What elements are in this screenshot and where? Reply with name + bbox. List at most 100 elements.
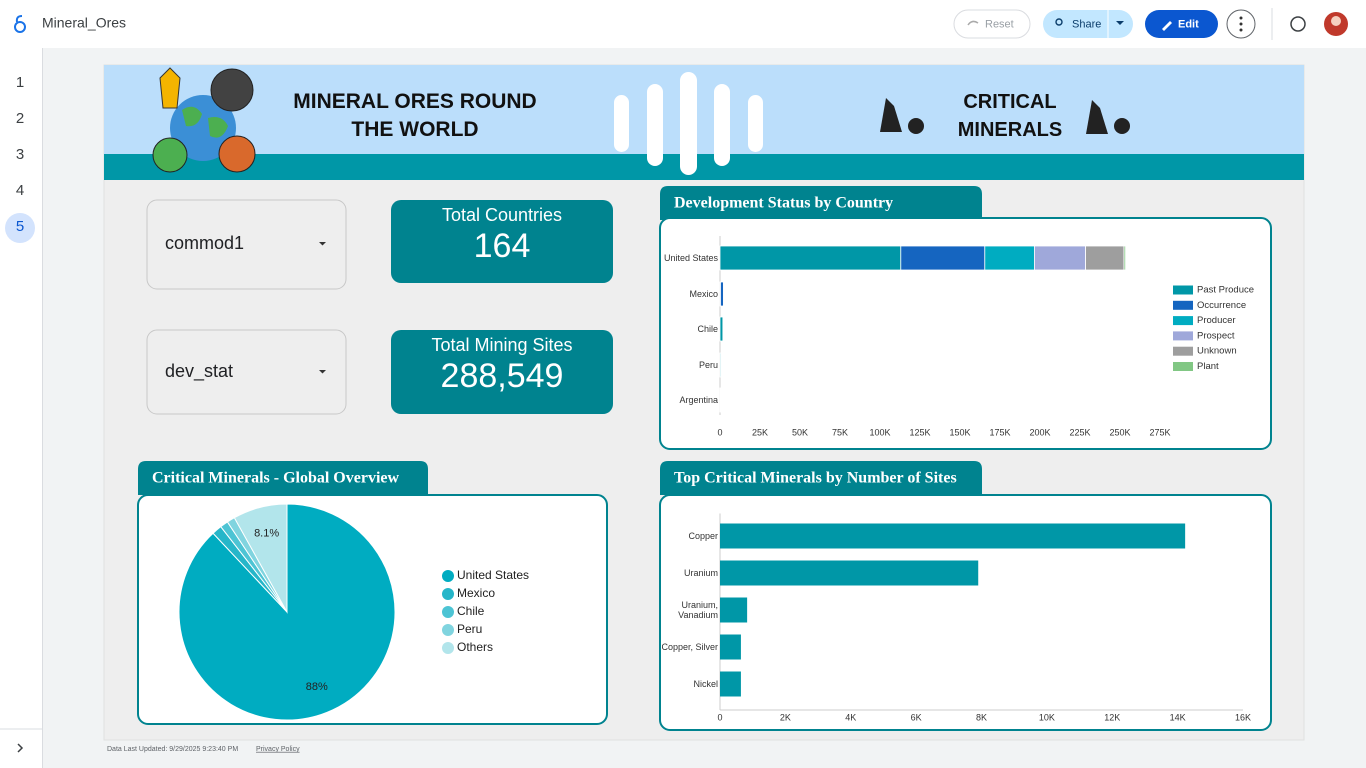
legend-label: Prospect	[1197, 330, 1235, 341]
x-tick-label: 150K	[949, 427, 970, 437]
banner-decor	[647, 84, 663, 166]
help-button[interactable]	[1290, 16, 1306, 32]
globe-land	[182, 106, 228, 138]
share-label: Share	[1072, 18, 1101, 30]
report-title: Mineral_Ores	[42, 15, 126, 31]
y-tick-label: Copper, Silver	[661, 642, 718, 652]
data-label: 88%	[306, 681, 328, 693]
legend-label: Others	[457, 640, 493, 654]
mineral-icon	[1114, 118, 1130, 134]
filter-dropdown[interactable]	[146, 329, 347, 415]
legend-label: United States	[457, 568, 529, 582]
chart-panel	[659, 217, 1272, 450]
legend-swatch	[442, 570, 454, 582]
legend-swatch	[1173, 300, 1193, 310]
banner	[104, 65, 1304, 154]
bar-segment	[984, 245, 1035, 271]
page-number[interactable]: 2	[16, 110, 24, 127]
top-bar	[0, 0, 1366, 48]
x-tick-label: 12K	[1104, 712, 1120, 722]
reset-icon	[967, 20, 979, 26]
legend-swatch	[1173, 346, 1193, 356]
data-label: 8.1%	[254, 528, 279, 540]
x-tick-label: 0	[717, 427, 722, 437]
gem-icon	[152, 137, 188, 173]
avatar-face	[1331, 16, 1341, 26]
chart-title: Development Status by Country	[674, 195, 893, 212]
filter-label: commod1	[165, 233, 244, 253]
logo	[14, 21, 26, 33]
y-tick-label: United States	[663, 253, 718, 263]
logo	[15, 15, 23, 23]
x-tick-label: 16K	[1235, 712, 1251, 722]
bar-segment	[1085, 245, 1125, 271]
x-tick-label: 225K	[1069, 427, 1090, 437]
filter-dropdown[interactable]	[146, 199, 347, 290]
banner-decor	[714, 84, 730, 166]
bar-segment	[1123, 245, 1126, 271]
edit-icon	[1162, 21, 1172, 31]
x-tick-label: 200K	[1029, 427, 1050, 437]
page-number[interactable]: 3	[16, 146, 24, 163]
x-tick-label: 275K	[1149, 427, 1170, 437]
bar-segment	[720, 281, 724, 307]
legend-swatch	[1173, 316, 1193, 326]
footer-updated: Data Last Updated: 9/29/2025 9:23:40 PM	[107, 746, 238, 753]
bar-segment	[1034, 245, 1087, 271]
share-button[interactable]	[1043, 10, 1133, 38]
x-tick-label: 8K	[976, 712, 987, 722]
x-tick-label: 100K	[869, 427, 890, 437]
scorecard	[391, 330, 613, 414]
mineral-icon	[908, 118, 924, 134]
legend-label: Occurrence	[1197, 300, 1246, 311]
x-tick-label: 4K	[845, 712, 856, 722]
chart-title: Top Critical Minerals by Number of Sites	[674, 470, 957, 487]
scorecard	[391, 200, 613, 283]
filter-label: dev_stat	[165, 361, 233, 382]
dropdown-arrow	[319, 242, 326, 246]
y-tick-label: Mexico	[689, 289, 718, 299]
bar	[720, 523, 1186, 549]
reset-button[interactable]	[953, 9, 1031, 39]
scorecard-label: Total Mining Sites	[431, 335, 572, 355]
y-tick-label: Nickel	[693, 679, 718, 689]
y-tick-label: Argentina	[679, 395, 718, 405]
legend-label: Chile	[457, 604, 485, 618]
x-tick-label: 0	[717, 712, 722, 722]
more-dot	[1239, 28, 1243, 32]
chart-title-tab	[138, 461, 428, 495]
chart-panel	[659, 494, 1272, 731]
bar	[720, 671, 741, 697]
banner-title: MINERAL ORES ROUND THE WORLD	[293, 90, 537, 141]
chart-title-tab	[660, 461, 982, 495]
legend-label: Plant	[1197, 361, 1219, 372]
page-number[interactable]: 5	[16, 218, 24, 235]
y-tick-label: Chile	[697, 324, 718, 334]
legend-label: Mexico	[457, 586, 495, 600]
legend-label: Unknown	[1197, 346, 1237, 357]
y-tick-label: Copper	[688, 531, 718, 541]
share-menu[interactable]	[1116, 21, 1124, 25]
edit-button[interactable]	[1145, 10, 1218, 38]
share-icon	[1055, 18, 1063, 26]
page-number[interactable]: 1	[16, 74, 24, 91]
x-tick-label: 50K	[792, 427, 808, 437]
mineral-icon	[880, 98, 902, 132]
x-tick-label: 250K	[1109, 427, 1130, 437]
scorecard-value: 288,549	[441, 357, 564, 395]
reset-label: Reset	[985, 18, 1014, 30]
page-number[interactable]: 4	[16, 182, 24, 199]
x-tick-label: 175K	[989, 427, 1010, 437]
privacy-link[interactable]: Privacy Policy	[256, 746, 300, 753]
expand-button[interactable]	[17, 743, 24, 753]
more-dot	[1239, 22, 1243, 26]
mineral-icon	[1086, 100, 1108, 134]
x-tick-label: 75K	[832, 427, 848, 437]
crystal-icon	[159, 67, 181, 109]
banner-decor	[680, 72, 697, 175]
y-tick-label: Uranium	[683, 568, 718, 578]
banner-decor	[748, 95, 763, 152]
x-tick-label: 10K	[1039, 712, 1055, 722]
x-tick-label: 6K	[911, 712, 922, 722]
legend-label: Peru	[457, 622, 482, 636]
